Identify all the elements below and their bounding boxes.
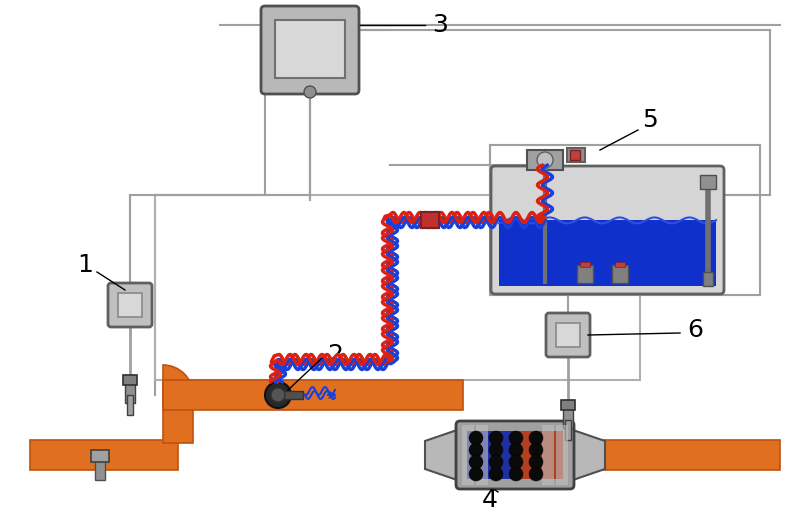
Bar bbox=[556, 323, 580, 347]
Circle shape bbox=[469, 467, 483, 481]
Wedge shape bbox=[163, 365, 193, 395]
Bar bbox=[563, 400, 573, 428]
Circle shape bbox=[509, 467, 523, 481]
Bar bbox=[561, 400, 575, 410]
Circle shape bbox=[271, 388, 285, 402]
Bar bbox=[476, 425, 488, 485]
Bar bbox=[527, 150, 563, 170]
Circle shape bbox=[489, 443, 503, 457]
Circle shape bbox=[489, 455, 503, 469]
Bar bbox=[556, 425, 568, 485]
FancyBboxPatch shape bbox=[546, 313, 590, 357]
Bar bbox=[490, 145, 760, 295]
Bar bbox=[163, 395, 193, 443]
Text: 6: 6 bbox=[687, 318, 703, 342]
FancyBboxPatch shape bbox=[491, 166, 724, 294]
Bar bbox=[515, 431, 563, 479]
Bar bbox=[567, 148, 585, 162]
Bar bbox=[499, 220, 716, 286]
Bar bbox=[542, 425, 554, 485]
Text: 2: 2 bbox=[327, 343, 343, 367]
Circle shape bbox=[529, 467, 543, 481]
Bar bbox=[95, 458, 105, 480]
Bar bbox=[700, 175, 716, 189]
Bar bbox=[615, 262, 625, 267]
Circle shape bbox=[509, 443, 523, 457]
FancyBboxPatch shape bbox=[456, 421, 574, 489]
Bar bbox=[163, 380, 463, 410]
Polygon shape bbox=[570, 429, 605, 481]
Text: 1: 1 bbox=[77, 253, 93, 277]
Bar bbox=[127, 395, 133, 415]
Bar bbox=[421, 212, 439, 228]
Text: 5: 5 bbox=[642, 108, 658, 132]
Bar bbox=[565, 420, 571, 440]
Bar bbox=[612, 265, 628, 283]
Bar bbox=[570, 150, 580, 160]
FancyBboxPatch shape bbox=[108, 283, 152, 327]
Circle shape bbox=[489, 431, 503, 445]
Circle shape bbox=[469, 443, 483, 457]
Circle shape bbox=[509, 431, 523, 445]
Circle shape bbox=[537, 152, 553, 168]
Polygon shape bbox=[425, 429, 460, 481]
Bar bbox=[577, 265, 593, 283]
Circle shape bbox=[469, 455, 483, 469]
Circle shape bbox=[304, 86, 316, 98]
Bar bbox=[462, 425, 474, 485]
Text: 3: 3 bbox=[432, 13, 448, 37]
Circle shape bbox=[265, 382, 291, 408]
Bar bbox=[283, 391, 303, 399]
Bar bbox=[580, 262, 590, 267]
Circle shape bbox=[529, 443, 543, 457]
Text: 4: 4 bbox=[482, 488, 498, 512]
Bar bbox=[155, 195, 640, 380]
Bar bbox=[421, 212, 439, 228]
Bar bbox=[275, 20, 345, 78]
Circle shape bbox=[529, 431, 543, 445]
Circle shape bbox=[489, 467, 503, 481]
Bar bbox=[467, 431, 515, 479]
Circle shape bbox=[529, 455, 543, 469]
Bar bbox=[125, 375, 135, 403]
Bar bbox=[703, 272, 713, 286]
Bar bbox=[123, 375, 137, 385]
Bar bbox=[118, 293, 142, 317]
Bar bbox=[30, 440, 178, 470]
Circle shape bbox=[509, 455, 523, 469]
Bar bbox=[91, 450, 109, 462]
Bar bbox=[580, 440, 780, 470]
Circle shape bbox=[469, 431, 483, 445]
FancyBboxPatch shape bbox=[261, 6, 359, 94]
